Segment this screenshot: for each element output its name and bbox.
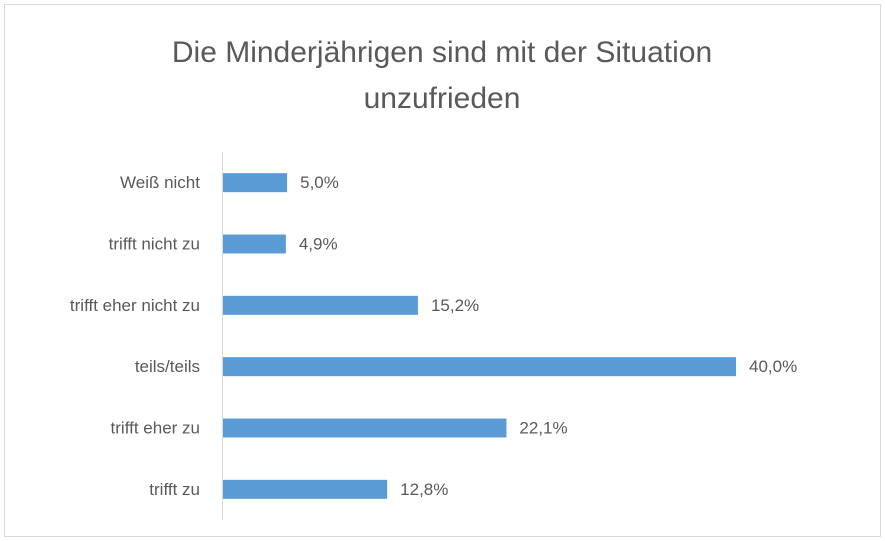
value-label: 4,9% <box>299 234 338 253</box>
y-tick-label: trifft eher nicht zu <box>70 296 200 315</box>
bar <box>223 479 388 499</box>
bar <box>223 418 507 438</box>
value-label: 5,0% <box>300 173 339 192</box>
y-tick-label: trifft nicht zu <box>109 234 200 253</box>
bar <box>223 173 288 193</box>
y-tick-label: trifft zu <box>149 480 200 499</box>
y-tick-label: Weiß nicht <box>120 173 200 192</box>
value-label: 40,0% <box>749 357 797 376</box>
value-label: 22,1% <box>519 418 567 437</box>
bar <box>223 357 736 377</box>
chart-border <box>4 4 881 537</box>
value-label: 15,2% <box>431 296 479 315</box>
bar <box>223 295 418 315</box>
chart-title: Die Minderjährigen sind mit der Situatio… <box>171 36 713 115</box>
value-label: 12,8% <box>400 480 448 499</box>
y-tick-label: teils/teils <box>135 357 200 376</box>
y-tick-label: trifft eher zu <box>111 418 200 437</box>
bar <box>223 234 286 254</box>
